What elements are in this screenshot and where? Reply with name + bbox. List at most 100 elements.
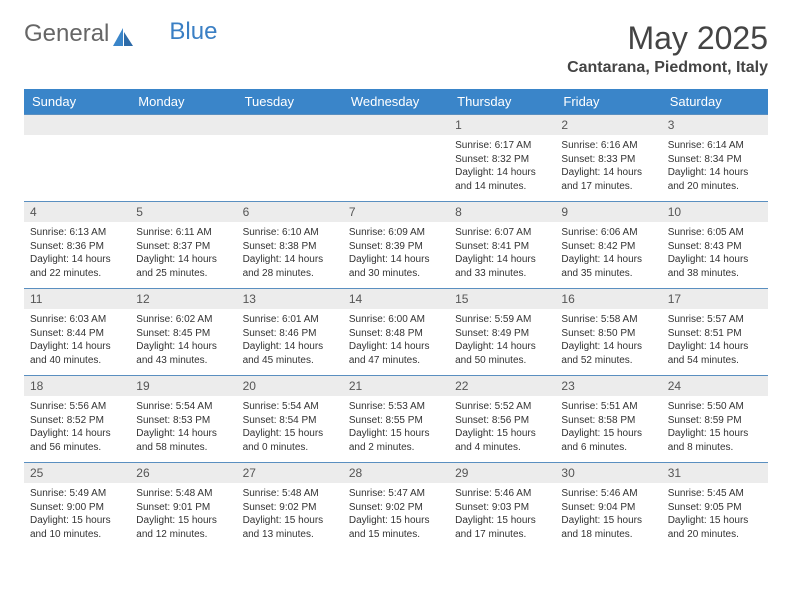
day-number: 22 <box>449 376 555 396</box>
calendar-body: 1Sunrise: 6:17 AMSunset: 8:32 PMDaylight… <box>24 115 768 550</box>
sunset-line: Sunset: 8:54 PM <box>243 414 337 428</box>
day-details: Sunrise: 5:47 AMSunset: 9:02 PMDaylight:… <box>343 483 449 549</box>
daylight-line: Daylight: 14 hours and 54 minutes. <box>668 340 762 367</box>
calendar-week-row: 11Sunrise: 6:03 AMSunset: 8:44 PMDayligh… <box>24 289 768 376</box>
day-details: Sunrise: 5:50 AMSunset: 8:59 PMDaylight:… <box>662 396 768 462</box>
day-cell: 9Sunrise: 6:06 AMSunset: 8:42 PMDaylight… <box>555 202 661 289</box>
sunrise-line: Sunrise: 5:48 AM <box>136 487 230 501</box>
dow-header: Monday <box>130 89 236 115</box>
daylight-line: Daylight: 14 hours and 20 minutes. <box>668 166 762 193</box>
daylight-line: Daylight: 14 hours and 58 minutes. <box>136 427 230 454</box>
sunrise-line: Sunrise: 5:46 AM <box>561 487 655 501</box>
day-number: 28 <box>343 463 449 483</box>
empty-day-number <box>343 115 449 135</box>
day-cell: 18Sunrise: 5:56 AMSunset: 8:52 PMDayligh… <box>24 376 130 463</box>
day-number: 6 <box>237 202 343 222</box>
sunset-line: Sunset: 8:51 PM <box>668 327 762 341</box>
day-number: 7 <box>343 202 449 222</box>
sunset-line: Sunset: 8:45 PM <box>136 327 230 341</box>
sunset-line: Sunset: 9:02 PM <box>243 501 337 515</box>
sunrise-line: Sunrise: 5:59 AM <box>455 313 549 327</box>
sunrise-line: Sunrise: 6:01 AM <box>243 313 337 327</box>
day-cell: 5Sunrise: 6:11 AMSunset: 8:37 PMDaylight… <box>130 202 236 289</box>
day-cell: 31Sunrise: 5:45 AMSunset: 9:05 PMDayligh… <box>662 463 768 550</box>
day-cell: 13Sunrise: 6:01 AMSunset: 8:46 PMDayligh… <box>237 289 343 376</box>
empty-day-body <box>130 135 236 187</box>
day-details: Sunrise: 6:09 AMSunset: 8:39 PMDaylight:… <box>343 222 449 288</box>
daylight-line: Daylight: 14 hours and 52 minutes. <box>561 340 655 367</box>
sunset-line: Sunset: 8:32 PM <box>455 153 549 167</box>
month-title: May 2025 <box>567 20 768 57</box>
day-number: 8 <box>449 202 555 222</box>
daylight-line: Daylight: 15 hours and 6 minutes. <box>561 427 655 454</box>
day-details: Sunrise: 6:14 AMSunset: 8:34 PMDaylight:… <box>662 135 768 201</box>
empty-day-body <box>24 135 130 187</box>
calendar-week-row: 25Sunrise: 5:49 AMSunset: 9:00 PMDayligh… <box>24 463 768 550</box>
day-number: 2 <box>555 115 661 135</box>
day-number: 30 <box>555 463 661 483</box>
sunset-line: Sunset: 8:50 PM <box>561 327 655 341</box>
day-details: Sunrise: 5:48 AMSunset: 9:02 PMDaylight:… <box>237 483 343 549</box>
day-details: Sunrise: 6:10 AMSunset: 8:38 PMDaylight:… <box>237 222 343 288</box>
sunset-line: Sunset: 8:39 PM <box>349 240 443 254</box>
calendar-week-row: 18Sunrise: 5:56 AMSunset: 8:52 PMDayligh… <box>24 376 768 463</box>
day-cell: 4Sunrise: 6:13 AMSunset: 8:36 PMDaylight… <box>24 202 130 289</box>
day-number: 20 <box>237 376 343 396</box>
day-details: Sunrise: 5:57 AMSunset: 8:51 PMDaylight:… <box>662 309 768 375</box>
day-cell: 19Sunrise: 5:54 AMSunset: 8:53 PMDayligh… <box>130 376 236 463</box>
daylight-line: Daylight: 14 hours and 50 minutes. <box>455 340 549 367</box>
daylight-line: Daylight: 15 hours and 15 minutes. <box>349 514 443 541</box>
daylight-line: Daylight: 14 hours and 56 minutes. <box>30 427 124 454</box>
dow-header: Saturday <box>662 89 768 115</box>
day-cell: 15Sunrise: 5:59 AMSunset: 8:49 PMDayligh… <box>449 289 555 376</box>
day-details: Sunrise: 5:51 AMSunset: 8:58 PMDaylight:… <box>555 396 661 462</box>
sunset-line: Sunset: 8:43 PM <box>668 240 762 254</box>
daylight-line: Daylight: 15 hours and 8 minutes. <box>668 427 762 454</box>
sunset-line: Sunset: 8:48 PM <box>349 327 443 341</box>
day-cell: 27Sunrise: 5:48 AMSunset: 9:02 PMDayligh… <box>237 463 343 550</box>
daylight-line: Daylight: 14 hours and 28 minutes. <box>243 253 337 280</box>
day-number: 14 <box>343 289 449 309</box>
day-details: Sunrise: 6:05 AMSunset: 8:43 PMDaylight:… <box>662 222 768 288</box>
sunset-line: Sunset: 8:59 PM <box>668 414 762 428</box>
page-header: General Blue May 2025 Cantarana, Piedmon… <box>24 20 768 77</box>
day-number: 24 <box>662 376 768 396</box>
daylight-line: Daylight: 15 hours and 12 minutes. <box>136 514 230 541</box>
sunrise-line: Sunrise: 5:49 AM <box>30 487 124 501</box>
day-details: Sunrise: 6:07 AMSunset: 8:41 PMDaylight:… <box>449 222 555 288</box>
day-details: Sunrise: 6:17 AMSunset: 8:32 PMDaylight:… <box>449 135 555 201</box>
sunrise-line: Sunrise: 6:17 AM <box>455 139 549 153</box>
sunset-line: Sunset: 9:04 PM <box>561 501 655 515</box>
day-details: Sunrise: 6:13 AMSunset: 8:36 PMDaylight:… <box>24 222 130 288</box>
sunset-line: Sunset: 8:44 PM <box>30 327 124 341</box>
sunrise-line: Sunrise: 5:47 AM <box>349 487 443 501</box>
sunrise-line: Sunrise: 6:05 AM <box>668 226 762 240</box>
sunrise-line: Sunrise: 6:10 AM <box>243 226 337 240</box>
sunrise-line: Sunrise: 6:09 AM <box>349 226 443 240</box>
daylight-line: Daylight: 14 hours and 14 minutes. <box>455 166 549 193</box>
day-cell: 21Sunrise: 5:53 AMSunset: 8:55 PMDayligh… <box>343 376 449 463</box>
day-cell: 17Sunrise: 5:57 AMSunset: 8:51 PMDayligh… <box>662 289 768 376</box>
day-details: Sunrise: 5:58 AMSunset: 8:50 PMDaylight:… <box>555 309 661 375</box>
daylight-line: Daylight: 15 hours and 20 minutes. <box>668 514 762 541</box>
logo: General Blue <box>24 20 217 48</box>
day-details: Sunrise: 5:49 AMSunset: 9:00 PMDaylight:… <box>24 483 130 549</box>
day-number: 13 <box>237 289 343 309</box>
day-number: 11 <box>24 289 130 309</box>
sunrise-line: Sunrise: 5:54 AM <box>136 400 230 414</box>
day-number: 26 <box>130 463 236 483</box>
daylight-line: Daylight: 15 hours and 17 minutes. <box>455 514 549 541</box>
day-number: 10 <box>662 202 768 222</box>
sunrise-line: Sunrise: 6:06 AM <box>561 226 655 240</box>
day-number: 29 <box>449 463 555 483</box>
logo-sail-icon <box>113 25 135 43</box>
day-details: Sunrise: 5:48 AMSunset: 9:01 PMDaylight:… <box>130 483 236 549</box>
day-cell: 28Sunrise: 5:47 AMSunset: 9:02 PMDayligh… <box>343 463 449 550</box>
sunset-line: Sunset: 8:46 PM <box>243 327 337 341</box>
daylight-line: Daylight: 15 hours and 2 minutes. <box>349 427 443 454</box>
sunset-line: Sunset: 8:41 PM <box>455 240 549 254</box>
day-cell: 22Sunrise: 5:52 AMSunset: 8:56 PMDayligh… <box>449 376 555 463</box>
sunrise-line: Sunrise: 6:16 AM <box>561 139 655 153</box>
day-details: Sunrise: 5:59 AMSunset: 8:49 PMDaylight:… <box>449 309 555 375</box>
daylight-line: Daylight: 15 hours and 10 minutes. <box>30 514 124 541</box>
